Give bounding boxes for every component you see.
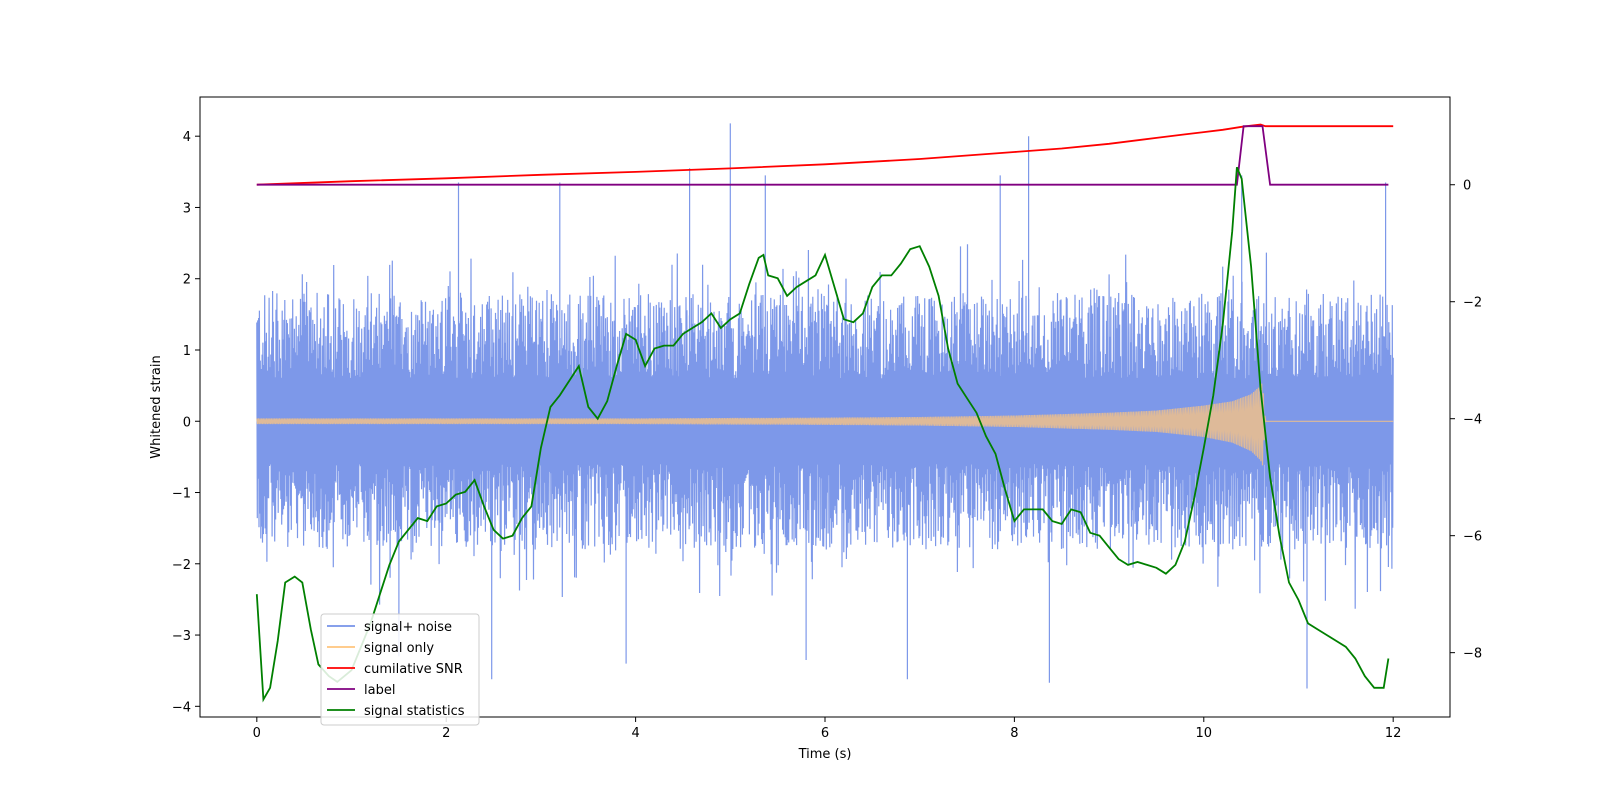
legend-label-label: label	[364, 683, 395, 698]
x-tick-label: 12	[1385, 726, 1402, 741]
legend-label-signal-noise: signal+ noise	[364, 620, 452, 635]
legend-label-cumilative-snr: cumilative SNR	[364, 662, 463, 677]
y-tick-label: −1	[172, 487, 191, 502]
series-layer	[255, 123, 1394, 703]
y-tick-label: 0	[183, 415, 191, 430]
y-axis-label: Whitened strain	[149, 355, 164, 458]
legend-box	[320, 613, 480, 726]
legend-label-signal-statistics: signal statistics	[364, 704, 465, 719]
series-signal-only-line	[256, 383, 1394, 466]
y2-tick-label: −8	[1463, 647, 1482, 662]
y2-tick-label: −4	[1463, 413, 1482, 428]
series-signal-noise-line	[256, 123, 1394, 689]
y-tick-label: 2	[183, 273, 191, 288]
y2-tick-label: −6	[1463, 530, 1482, 545]
x-axis-label: Time (s)	[798, 747, 852, 762]
x-tick-label: 2	[442, 726, 450, 741]
y-tick-label: −2	[172, 558, 191, 573]
y-tick-label: 1	[183, 344, 191, 359]
y-tick-label: −4	[172, 700, 191, 715]
x-tick-label: 10	[1196, 726, 1213, 741]
legend-label-signal-only: signal only	[364, 641, 434, 656]
y2-tick-label: 0	[1463, 179, 1471, 194]
series-signal-statistics-line	[255, 166, 1390, 703]
legend: signal+ noise signal only cumilative SNR la…	[320, 613, 480, 726]
x-tick-label: 6	[821, 726, 829, 741]
x-tick-label: 0	[253, 726, 261, 741]
y-tick-label: 4	[183, 130, 191, 145]
y-tick-label: −3	[172, 629, 191, 644]
y-tick-label: 3	[183, 201, 191, 216]
y2-tick-label: −2	[1463, 296, 1482, 311]
x-tick-label: 4	[631, 726, 639, 741]
series-label-line	[256, 125, 1389, 186]
x-tick-label: 8	[1010, 726, 1018, 741]
